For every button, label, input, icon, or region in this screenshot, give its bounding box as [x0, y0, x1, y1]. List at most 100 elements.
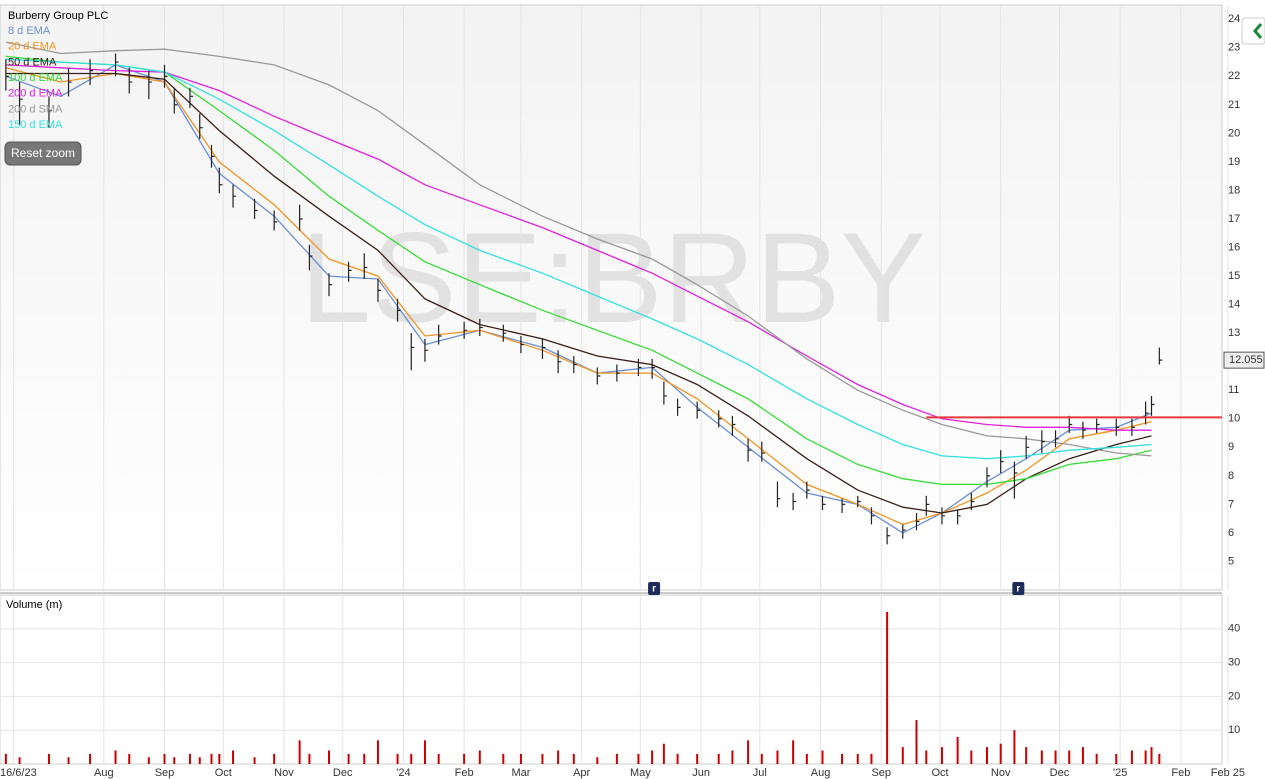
- x-tick-label: Nov: [274, 767, 294, 779]
- legend-item: 8 d EMA: [8, 25, 51, 37]
- y-tick-label: 17: [1228, 213, 1240, 225]
- price-bar: [18, 82, 23, 125]
- volume-bar: [841, 753, 844, 764]
- y-tick-label: 20: [1228, 127, 1240, 139]
- price-bar: [502, 324, 507, 342]
- price-bar: [886, 527, 891, 545]
- volume-bar: [999, 743, 1002, 764]
- x-tick-label: '25: [1113, 767, 1127, 779]
- price-bar: [957, 510, 961, 525]
- price-bar: [363, 253, 368, 279]
- ma-line: [5, 72, 1152, 514]
- volume-bar: [541, 753, 544, 764]
- volume-bar: [915, 720, 918, 764]
- volume-bar: [128, 753, 131, 764]
- price-bar: [557, 350, 562, 374]
- price-bar: [199, 113, 203, 140]
- volume-bar: [1130, 750, 1133, 764]
- x-tick-label: Jul: [753, 767, 767, 779]
- price-bar: [941, 507, 945, 525]
- ma-line: [5, 55, 1152, 486]
- price-bar: [308, 244, 313, 271]
- reset-zoom-button[interactable]: Reset zoom: [4, 141, 82, 166]
- price-bar: [731, 415, 736, 436]
- volume-bar: [232, 750, 235, 764]
- event-marker: [1012, 582, 1025, 595]
- price-bar: [806, 481, 810, 499]
- volume-bar: [463, 753, 466, 764]
- price-bar: [5, 59, 9, 91]
- x-tick-label: Dec: [333, 767, 353, 779]
- price-bar: [479, 318, 483, 337]
- volume-bar: [596, 757, 599, 764]
- ma-line: [5, 64, 1152, 534]
- price-bar: [1158, 347, 1163, 365]
- last-price-label: 12.055: [1229, 354, 1263, 366]
- reset-zoom-bg[interactable]: [4, 141, 82, 166]
- volume-bar: [1025, 747, 1028, 764]
- price-bar: [232, 184, 237, 208]
- price-bar: [347, 261, 352, 282]
- price-bar: [173, 87, 178, 114]
- price-bar: [596, 367, 601, 385]
- price-bar: [1068, 415, 1073, 434]
- legend-item: 100 d EMA: [8, 72, 63, 84]
- volume-bar: [572, 753, 575, 764]
- legend-item: 200 d SMA: [8, 103, 63, 115]
- volume-y-tick-label: 30: [1228, 657, 1240, 669]
- price-bar: [841, 498, 846, 513]
- volume-bar: [47, 753, 50, 764]
- volume-bar: [253, 757, 256, 764]
- volume-bar: [173, 757, 176, 764]
- volume-bar: [18, 757, 21, 764]
- reset-zoom-label[interactable]: Reset zoom: [11, 146, 75, 160]
- y-tick-label: 14: [1228, 299, 1240, 311]
- volume-bar: [437, 753, 440, 764]
- price-bar: [1054, 430, 1059, 448]
- volume-bar: [956, 736, 959, 764]
- volume-bar: [731, 750, 734, 764]
- y-tick-label: 10: [1228, 413, 1240, 425]
- price-bar: [1150, 395, 1155, 416]
- price-bar: [1131, 418, 1135, 436]
- price-bar: [663, 381, 667, 405]
- volume-bar: [696, 753, 699, 764]
- last-price-box: [1223, 351, 1265, 369]
- price-bar: [148, 70, 152, 100]
- volume-bar: [163, 753, 166, 764]
- volume-bar: [114, 750, 117, 764]
- price-bar: [1096, 418, 1100, 434]
- y-tick-label: 9: [1228, 441, 1234, 453]
- y-tick-label: 24: [1228, 13, 1240, 25]
- price-bar: [1025, 435, 1030, 459]
- x-tick-label: Dec: [1050, 767, 1070, 779]
- price-bar: [718, 410, 722, 428]
- y-tick-label: 18: [1228, 184, 1240, 196]
- x-tick-label: Feb 25: [1211, 767, 1245, 779]
- volume-y-tick-label: 20: [1228, 690, 1240, 702]
- price-bar: [902, 524, 906, 539]
- volume-bar: [676, 753, 679, 764]
- x-tick-label: 16/6/23: [0, 767, 37, 779]
- volume-bar: [970, 750, 973, 764]
- volume-bar: [870, 753, 873, 764]
- volume-bar: [4, 753, 7, 764]
- price-bar: [915, 512, 920, 531]
- volume-bar: [376, 740, 379, 764]
- price-bar: [925, 495, 930, 516]
- volume-bar: [218, 753, 221, 764]
- event-marker-label: r: [652, 584, 656, 595]
- price-bar: [1145, 401, 1149, 425]
- price-bar: [616, 364, 620, 382]
- volume-bar: [89, 753, 92, 764]
- ma-line: [5, 41, 1152, 457]
- volume-bar: [1081, 747, 1084, 764]
- price-bar: [821, 495, 826, 511]
- event-marker-label: r: [1016, 584, 1020, 595]
- volume-bar: [925, 750, 928, 764]
- volume-bar: [147, 757, 150, 764]
- volume-bar: [347, 753, 350, 764]
- price-bar: [1115, 418, 1120, 436]
- price-bar: [747, 438, 752, 462]
